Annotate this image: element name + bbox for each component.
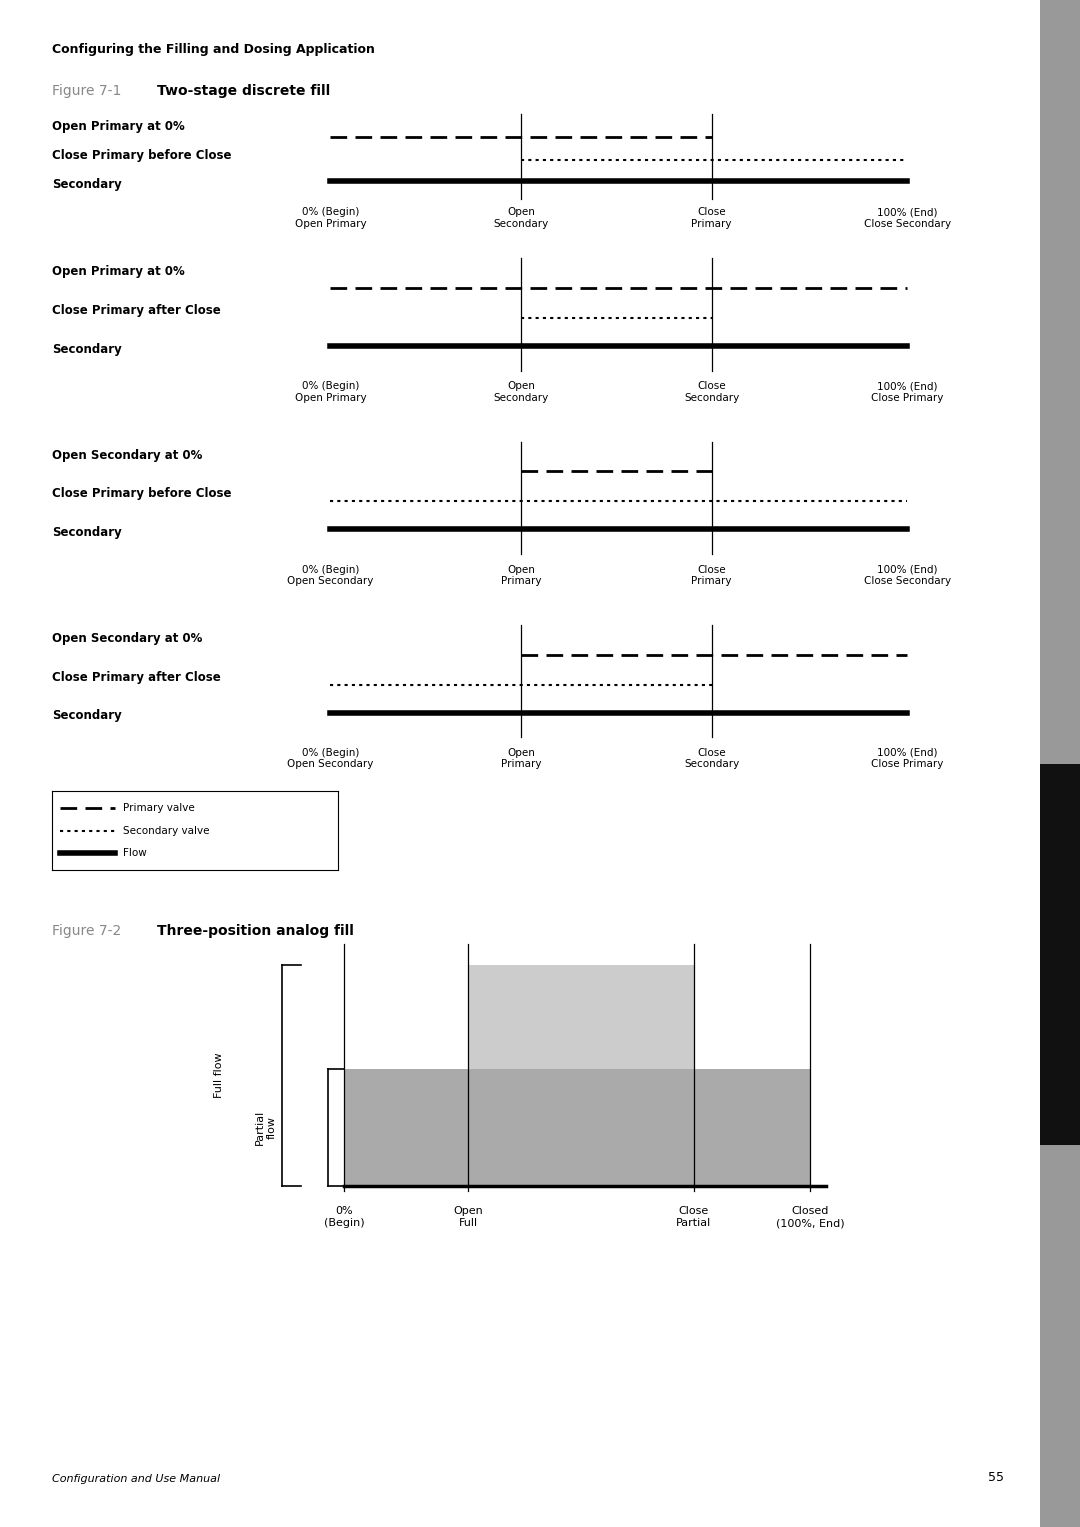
- Text: 0%
(Begin): 0% (Begin): [324, 1206, 364, 1228]
- Text: Configuring the Filling and Dosing Application: Configuring the Filling and Dosing Appli…: [52, 43, 375, 56]
- Text: Figure 7‑1: Figure 7‑1: [52, 84, 121, 98]
- Text: Using the Transmitter: Using the Transmitter: [1055, 134, 1065, 247]
- Text: Open Primary at 0%: Open Primary at 0%: [52, 266, 185, 278]
- Text: Secondary: Secondary: [52, 179, 122, 191]
- Text: Flow: Flow: [123, 847, 147, 858]
- Text: Close Primary before Close: Close Primary before Close: [52, 150, 231, 162]
- Text: Close
Secondary: Close Secondary: [684, 382, 739, 403]
- Text: 100% (End)
Close Primary: 100% (End) Close Primary: [870, 748, 943, 770]
- Text: Secondary valve: Secondary valve: [123, 826, 210, 835]
- Text: Close Primary before Close: Close Primary before Close: [52, 487, 231, 501]
- Text: 55: 55: [988, 1471, 1004, 1484]
- Text: Primary valve: Primary valve: [123, 803, 195, 814]
- Text: Close Primary after Close: Close Primary after Close: [52, 304, 220, 318]
- Text: Filler Configuration: Filler Configuration: [1055, 906, 1065, 1003]
- Text: Close
Primary: Close Primary: [691, 565, 732, 586]
- Text: Using the Filler: Using the Filler: [1055, 1296, 1065, 1376]
- Text: 100% (End)
Close Primary: 100% (End) Close Primary: [870, 382, 943, 403]
- Text: Full flow: Full flow: [215, 1052, 225, 1098]
- Text: Figure 7‑2: Figure 7‑2: [52, 924, 121, 938]
- Text: Open
Secondary: Open Secondary: [494, 208, 549, 229]
- Text: 100% (End)
Close Secondary: 100% (End) Close Secondary: [864, 565, 950, 586]
- Bar: [343, 1069, 810, 1185]
- Text: Close
Secondary: Close Secondary: [684, 748, 739, 770]
- Text: Open
Primary: Open Primary: [501, 565, 541, 586]
- Text: Secondary: Secondary: [52, 342, 122, 356]
- Text: Two-stage discrete fill: Two-stage discrete fill: [157, 84, 329, 98]
- Text: Close Primary after Close: Close Primary after Close: [52, 670, 220, 684]
- Text: Open
Primary: Open Primary: [501, 748, 541, 770]
- Text: Secondary: Secondary: [52, 525, 122, 539]
- Text: Closed
(100%, End): Closed (100%, End): [777, 1206, 845, 1228]
- Text: 0% (Begin)
Open Secondary: 0% (Begin) Open Secondary: [287, 565, 374, 586]
- Text: Open Primary at 0%: Open Primary at 0%: [52, 119, 185, 133]
- Text: Partial
flow: Partial flow: [255, 1110, 276, 1145]
- Text: 100% (End)
Close Secondary: 100% (End) Close Secondary: [864, 208, 950, 229]
- Text: Open
Secondary: Open Secondary: [494, 382, 549, 403]
- Text: 0% (Begin)
Open Secondary: 0% (Begin) Open Secondary: [287, 748, 374, 770]
- Text: Optional Configuration: Optional Configuration: [1055, 515, 1065, 631]
- Text: Secondary: Secondary: [52, 709, 122, 722]
- Text: Open
Full: Open Full: [454, 1206, 483, 1228]
- Text: Close
Primary: Close Primary: [691, 208, 732, 229]
- Text: Three-position analog fill: Three-position analog fill: [157, 924, 353, 938]
- Text: Configuration and Use Manual: Configuration and Use Manual: [52, 1474, 220, 1484]
- Text: Close
Partial: Close Partial: [676, 1206, 712, 1228]
- Bar: [469, 965, 693, 1069]
- Text: Open Secondary at 0%: Open Secondary at 0%: [52, 632, 202, 644]
- Text: Open Secondary at 0%: Open Secondary at 0%: [52, 449, 202, 461]
- Text: 0% (Begin)
Open Primary: 0% (Begin) Open Primary: [295, 208, 366, 229]
- Text: 0% (Begin)
Open Primary: 0% (Begin) Open Primary: [295, 382, 366, 403]
